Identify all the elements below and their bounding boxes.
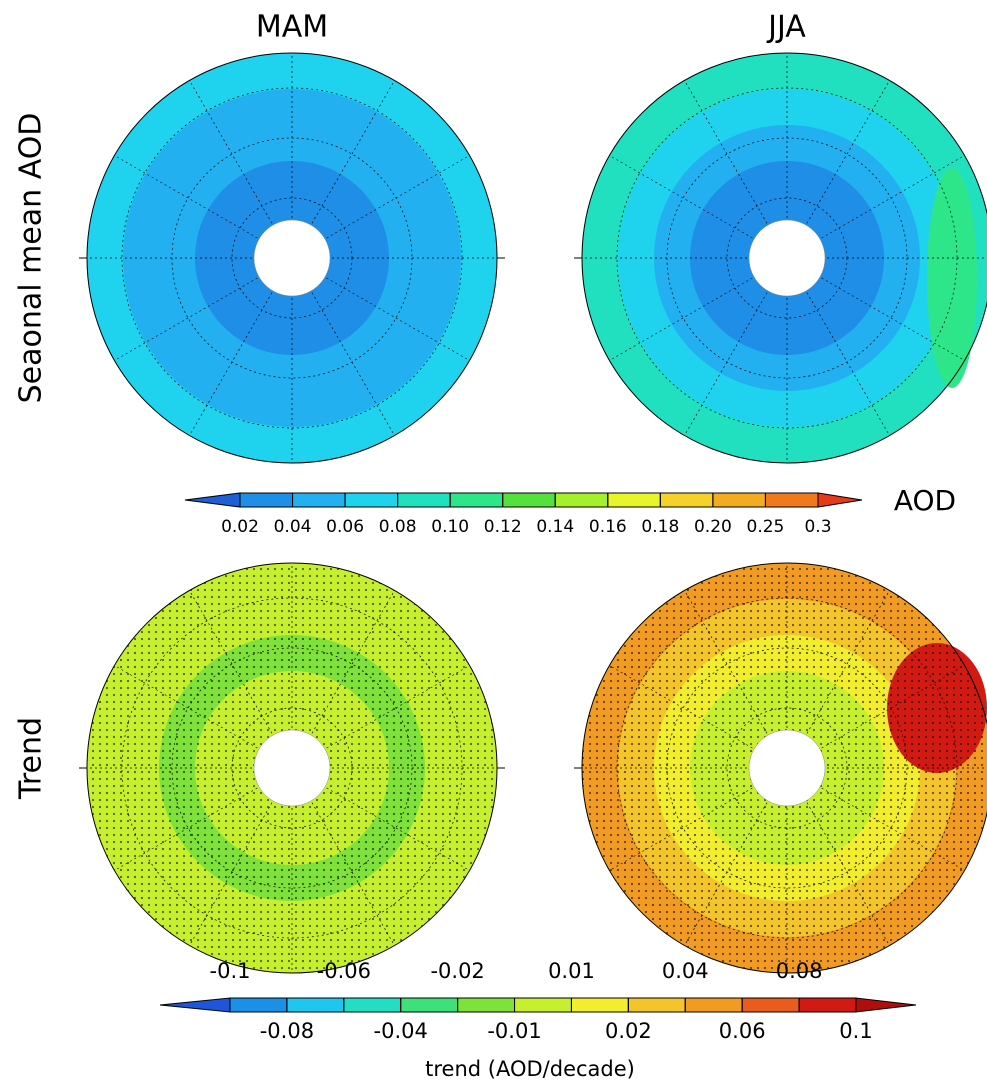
colorbar-tick-label: -0.04 [374,1019,428,1043]
meridian [684,590,788,769]
colorbar-segment [229,997,288,1013]
colorbar-tick-label: 0.02 [221,517,259,537]
meridian [114,257,293,361]
colorbar-segment [400,997,459,1013]
meridian [786,155,965,259]
meridian [786,590,890,769]
meridian [609,767,788,871]
colorbar-tick-label: 0.01 [548,959,595,983]
colorbar-tick-label: 0.04 [662,959,709,983]
meridian [609,155,788,259]
colorbar-title: trend (AOD/decade) [425,1057,635,1081]
colorbar-segment [764,492,819,508]
meridian [189,80,293,259]
colorbar-tick-label: 0.1 [839,1019,872,1043]
colorbar-tick-label: 0.18 [641,517,679,537]
colorbar-tick-label: 0.08 [379,517,417,537]
colorbar-tick-label: -0.02 [430,959,484,983]
meridian [684,80,788,259]
colorbar-segment [554,492,609,508]
meridian [786,665,965,769]
row-label: Trend [14,717,49,800]
meridian [291,767,395,946]
polar-map [574,52,987,464]
meridian [114,767,293,871]
colorbar-extend [817,492,863,508]
colorbar-extend [159,997,231,1013]
colorbar-tick-label: 0.25 [747,517,785,537]
colorbar-segment [712,492,766,508]
column-title: JJA [766,10,806,45]
colorbar-segment [502,492,556,508]
polar-cap [253,729,331,807]
colorbar-tick-label: -0.06 [317,959,371,983]
colorbar-segment [449,492,504,508]
meridian [609,257,788,361]
colorbar-segment [397,492,451,508]
meridian [786,767,890,946]
colorbar-tick-label: -0.01 [487,1019,541,1043]
colorbar-tick-label: 0.14 [536,517,574,537]
meridian [291,257,470,361]
colorbar-segment [741,997,800,1013]
meridian [291,80,395,259]
colorbar-tick-label: 0.02 [605,1019,652,1043]
colorbar-segment [239,492,294,508]
colorbar-segment [798,997,857,1013]
polar-cap [748,219,826,297]
colorbar-segment [627,997,686,1013]
row-label: Seaonal mean AOD [14,113,49,404]
meridian [609,665,788,769]
meridian [189,767,293,946]
colorbar-segment [344,492,399,508]
polar-cap [253,219,331,297]
polar-map [574,562,987,974]
meridian [189,590,293,769]
colorbar-segment [457,997,516,1013]
meridian [114,665,293,769]
meridian [291,257,395,436]
colorbar-title: AOD [894,484,956,517]
colorbar-segment [292,492,346,508]
colorbar-segment [684,997,743,1013]
meridian [291,665,470,769]
meridian [786,257,890,436]
meridian [786,767,965,871]
meridian [291,155,470,259]
colorbar-tick-label: 0.12 [484,517,522,537]
colorbar-segment [607,492,661,508]
colorbar-segment [570,997,629,1013]
map-field [927,168,977,388]
colorbar-tick-label: 0.04 [274,517,312,537]
colorbar-tick-label: -0.1 [210,959,251,983]
meridian [684,767,788,946]
colorbar-tick-label: 0.16 [589,517,627,537]
colorbar-tick-label: 0.06 [326,517,364,537]
meridian [189,257,293,436]
colorbar-tick-label: 0.20 [694,517,732,537]
column-title: MAM [256,10,328,45]
colorbar-tick-label: 0.3 [804,517,831,537]
colorbar-extend [184,492,241,508]
meridian [786,80,890,259]
colorbar-segment [514,997,572,1013]
polar-cap [748,729,826,807]
colorbar-extend [855,997,917,1013]
colorbar-tick-label: 0.08 [776,959,823,983]
colorbar-segment [659,492,714,508]
meridian [291,590,395,769]
meridian [786,257,965,361]
polar-map [79,52,505,464]
meridian [114,155,293,259]
colorbar-tick-label: 0.06 [719,1019,766,1043]
polar-map [79,562,505,974]
colorbar-tick-label: 0.10 [431,517,469,537]
colorbar-tick-label: -0.08 [260,1019,314,1043]
meridian [291,767,470,871]
colorbar-segment [343,997,402,1013]
colorbar-segment [286,997,345,1013]
meridian [684,257,788,436]
